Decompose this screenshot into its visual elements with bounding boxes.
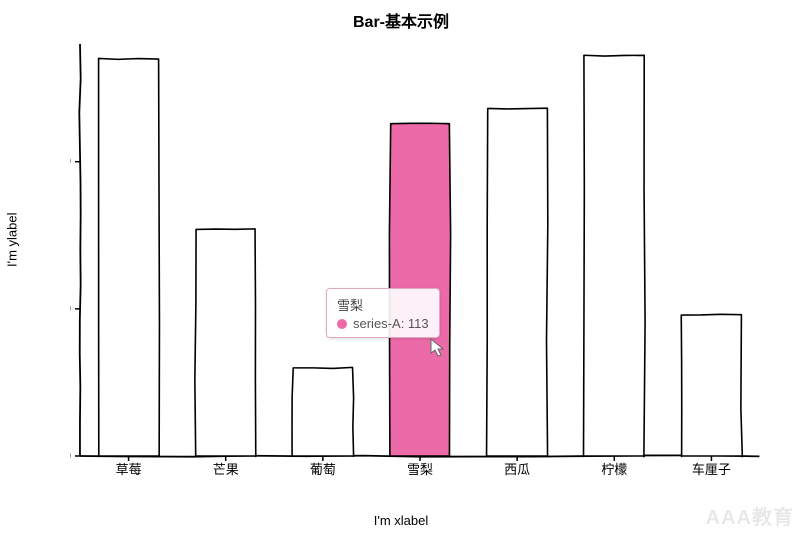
plot-area: 0 50 100 草莓 芒果 葡萄 雪梨 西瓜 柠檬 车厘子: [70, 40, 770, 480]
y-axis-label: I'm ylabel: [5, 212, 20, 267]
xtick-label: 草莓: [116, 462, 142, 477]
bar[interactable]: [584, 55, 646, 456]
xtick-label: 车厘子: [692, 462, 731, 477]
xtick-label: 西瓜: [504, 462, 530, 477]
xtick-label: 葡萄: [310, 462, 336, 477]
bar[interactable]: [681, 314, 742, 456]
bar[interactable]: [389, 123, 450, 456]
ytick-label: 100: [70, 154, 71, 169]
ytick-label: 0: [70, 448, 71, 463]
bar[interactable]: [292, 367, 354, 456]
chart-svg: 0 50 100 草莓 芒果 葡萄 雪梨 西瓜 柠檬 车厘子: [70, 40, 770, 480]
xtick-label: 雪梨: [407, 462, 433, 477]
ytick-label: 50: [70, 301, 71, 316]
bar[interactable]: [487, 108, 548, 457]
bar[interactable]: [98, 58, 159, 456]
xtick-label: 芒果: [213, 462, 239, 477]
x-axis-label: I'm xlabel: [0, 513, 802, 528]
watermark: AAA教育: [706, 501, 794, 530]
chart-title: Bar-基本示例: [0, 8, 802, 32]
bar[interactable]: [195, 229, 256, 457]
xtick-label: 柠檬: [601, 462, 627, 477]
